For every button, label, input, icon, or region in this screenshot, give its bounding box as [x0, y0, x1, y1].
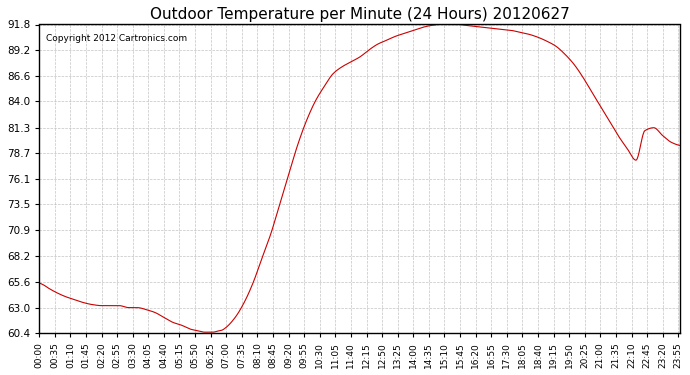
- Text: Copyright 2012 Cartronics.com: Copyright 2012 Cartronics.com: [46, 34, 187, 43]
- Title: Outdoor Temperature per Minute (24 Hours) 20120627: Outdoor Temperature per Minute (24 Hours…: [150, 7, 569, 22]
